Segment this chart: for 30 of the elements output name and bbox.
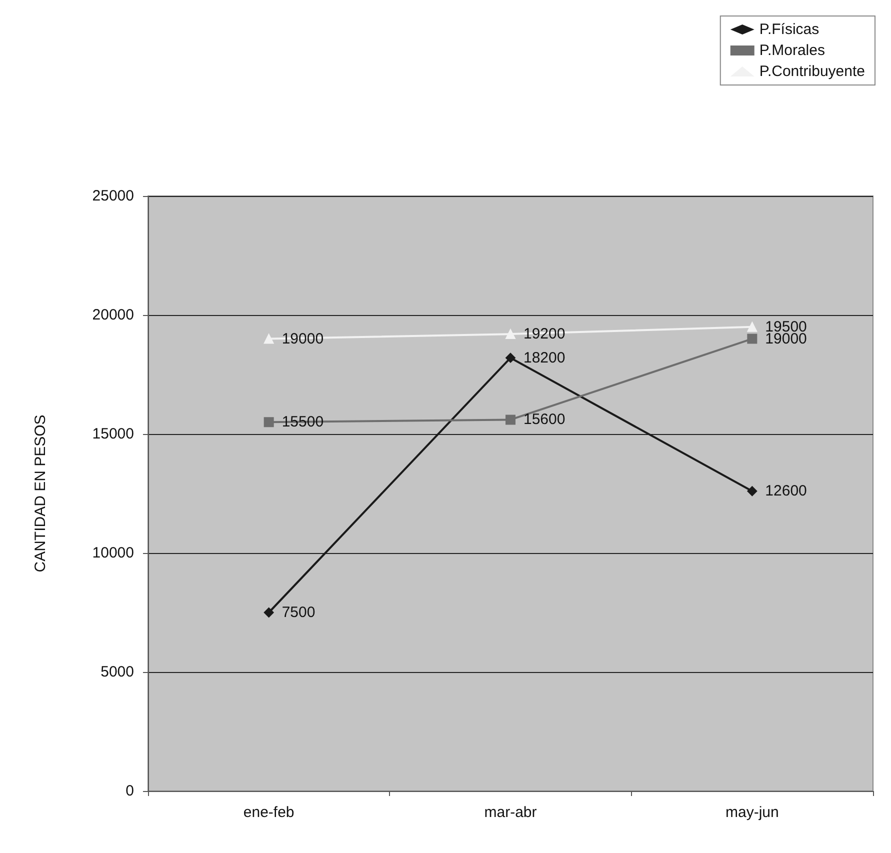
y-tick-label: 25000 — [92, 188, 134, 204]
point — [506, 414, 516, 425]
y-tick-label: 10000 — [92, 544, 134, 562]
data-label: 18200 — [524, 349, 566, 366]
y-axis-title: CANTIDAD EN PESOS — [32, 414, 49, 572]
y-tick-label: 0 — [126, 782, 134, 800]
x-tick-label: ene-feb — [243, 804, 294, 821]
point — [264, 417, 274, 428]
legend-label: P.Contribuyente — [759, 63, 866, 80]
data-label: 19000 — [765, 330, 807, 348]
x-tick-label: may-jun — [725, 804, 779, 821]
y-tick-label: 20000 — [92, 306, 134, 324]
data-label: 15600 — [524, 411, 566, 428]
x-tick-label: mar-abr — [484, 804, 537, 821]
y-tick-label: 5000 — [100, 664, 134, 680]
point — [747, 322, 758, 332]
point — [506, 352, 516, 363]
point — [264, 334, 274, 344]
data-label: 12600 — [765, 482, 807, 500]
point — [747, 334, 758, 344]
point — [747, 486, 758, 496]
data-label: 19000 — [282, 330, 324, 348]
data-label: 15500 — [282, 414, 324, 431]
legend-label: P.Físicas — [759, 21, 820, 38]
point — [506, 329, 516, 340]
legend-label: P.Morales — [759, 42, 825, 59]
point — [264, 608, 274, 618]
y-tick-label: 15000 — [92, 426, 134, 442]
data-label: 19200 — [524, 326, 566, 343]
data-label: 7500 — [282, 604, 316, 621]
